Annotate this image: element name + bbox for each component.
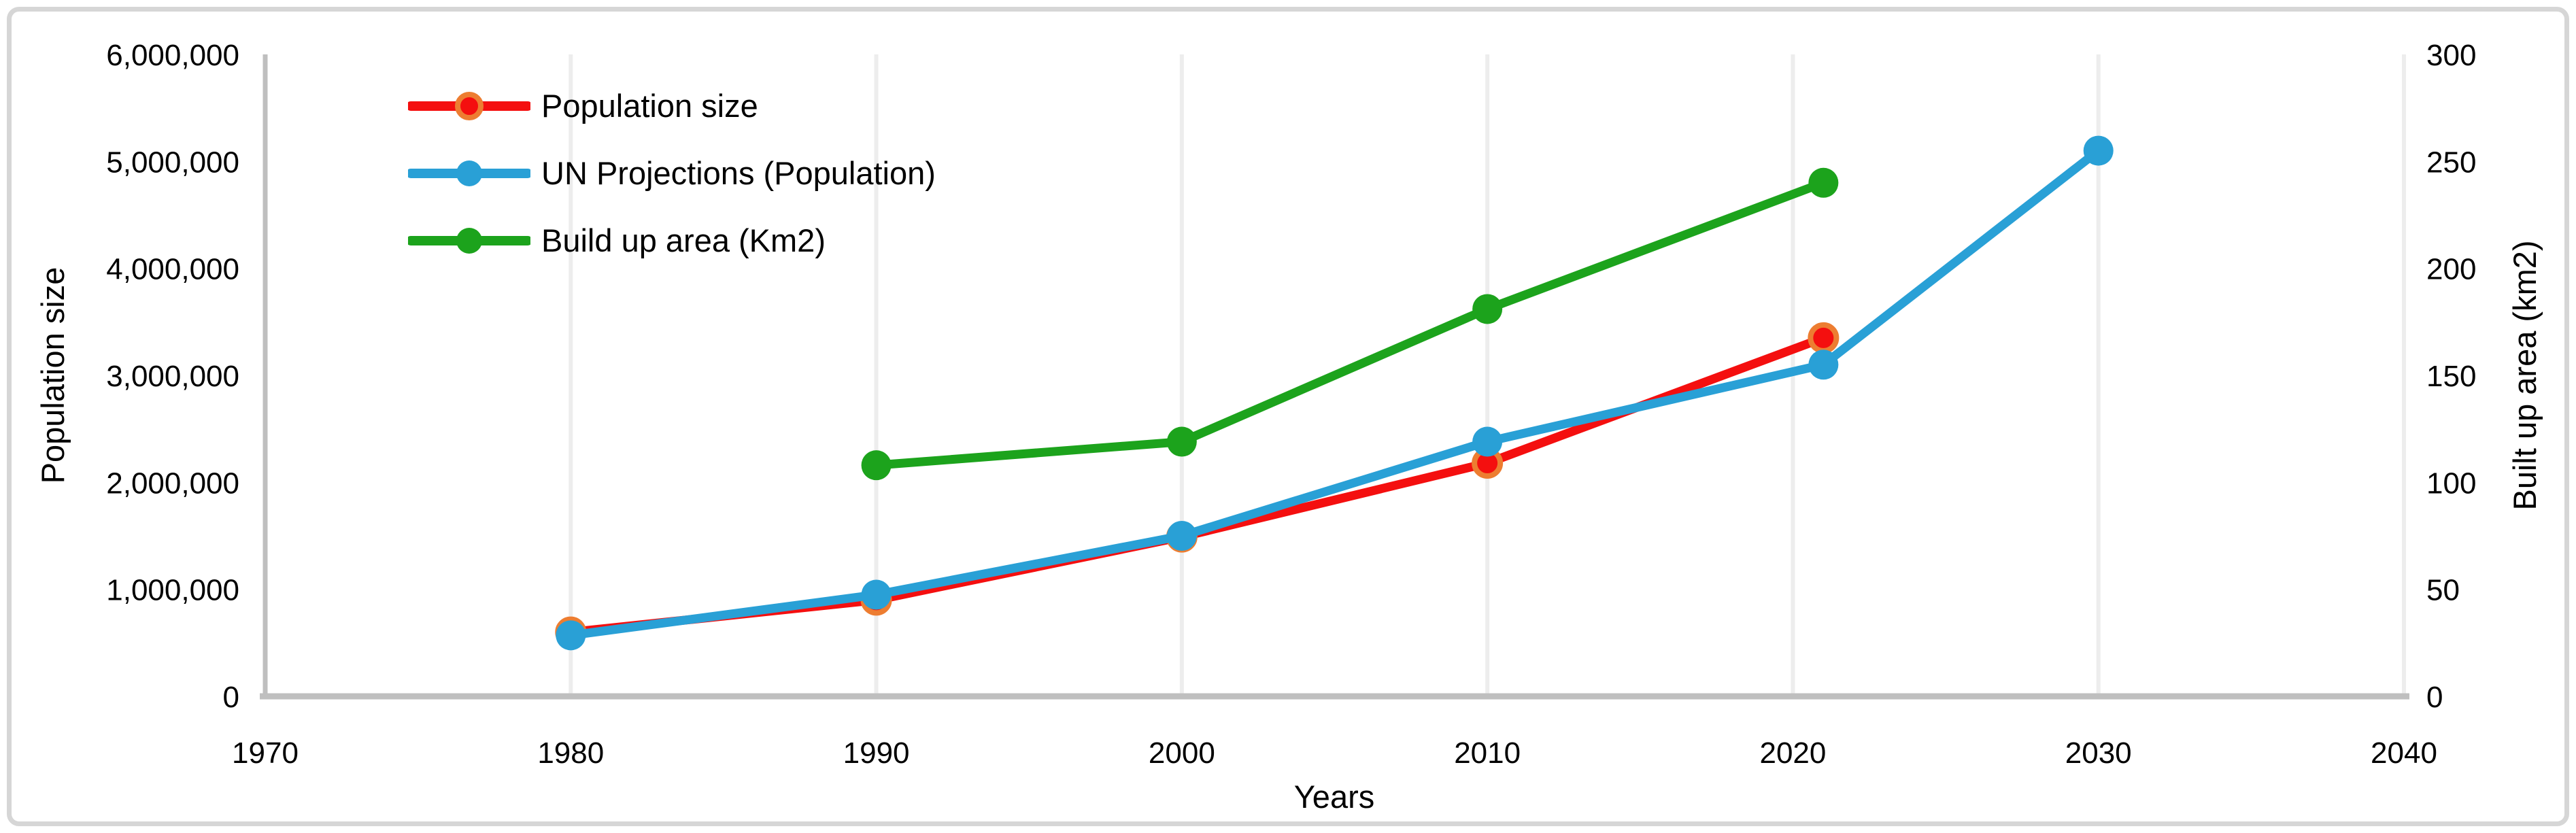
x-axis-tick-label: 1990: [843, 736, 910, 770]
legend-item-population-size: Population size: [408, 72, 936, 139]
x-axis-tick-label: 1980: [537, 736, 604, 770]
data-point-marker: [1808, 322, 1840, 354]
legend-label: Build up area (Km2): [541, 222, 826, 258]
left-axis-tick-label: 0: [223, 681, 239, 714]
right-axis-tick-label: 150: [2426, 360, 2476, 393]
legend-item-build-up-area: Build up area (Km2): [408, 207, 936, 274]
data-point-marker: [861, 579, 892, 610]
legend-swatch-un-projections-icon: [408, 160, 530, 186]
right-axis-tick-label: 200: [2426, 253, 2476, 286]
x-axis-tick-labels: 1970 1980 1990 2000 2010 2020 2030 2040: [232, 736, 2437, 770]
data-point-marker: [1472, 294, 1503, 324]
left-axis-tick-label: 3,000,000: [106, 360, 239, 393]
left-axis-tick-labels: 0 1,000,000 2,000,000 3,000,000 4,000,000 5,0…: [106, 39, 239, 714]
legend-label: UN Projections (Population): [541, 155, 936, 191]
right-axis-tick-label: 250: [2426, 146, 2476, 179]
right-axis-tick-label: 50: [2426, 574, 2460, 607]
data-point-marker: [861, 450, 892, 481]
x-axis-tick-label: 2020: [1759, 736, 1826, 770]
data-point-marker: [1166, 521, 1197, 551]
left-axis-tick-label: 1,000,000: [106, 574, 239, 607]
chart-card-border: [7, 7, 2569, 826]
right-axis-tick-label: 300: [2426, 39, 2476, 72]
right-axis-tick-labels: 0 50 100 150 200 250 300: [2426, 39, 2476, 714]
left-axis-title: Population size: [35, 267, 71, 484]
axis-lines: [260, 54, 2409, 700]
x-axis-title: Years: [1294, 779, 1374, 815]
x-axis-tick-label: 2040: [2371, 736, 2437, 770]
data-point-marker: [1472, 426, 1503, 457]
right-axis-title: Built up area (km2): [2507, 240, 2543, 510]
x-axis-tick-label: 2010: [1454, 736, 1521, 770]
data-point-marker: [1808, 350, 1839, 380]
legend-marker: [455, 91, 484, 120]
legend-swatch-build-up-area-icon: [408, 227, 530, 254]
series-line: [566, 333, 1828, 637]
x-axis-tick-label: 2000: [1149, 736, 1215, 770]
data-point-marker: [1166, 426, 1197, 457]
left-axis-tick-label: 4,000,000: [106, 253, 239, 286]
legend-label: Population size: [541, 88, 758, 124]
data-point-marker: [1808, 167, 1839, 198]
legend: Population size UN Projections (Populati…: [408, 72, 936, 274]
x-axis-tick-label: 1970: [232, 736, 299, 770]
legend-item-un-projections: UN Projections (Population): [408, 139, 936, 207]
data-point-marker: [556, 620, 586, 651]
left-axis-tick-label: 2,000,000: [106, 466, 239, 500]
legend-swatch-population-size-icon: [408, 91, 530, 120]
left-axis-tick-label: 5,000,000: [106, 146, 239, 179]
right-axis-tick-label: 100: [2426, 466, 2476, 500]
legend-marker: [456, 227, 482, 254]
series-line: [566, 146, 2103, 640]
right-axis-tick-label: 0: [2426, 681, 2443, 714]
left-axis-tick-label: 6,000,000: [106, 39, 239, 72]
series-line: [872, 178, 1828, 470]
data-point-marker: [2083, 135, 2114, 166]
legend-marker: [456, 160, 482, 186]
x-axis-tick-label: 2030: [2065, 736, 2132, 770]
series-lines: [555, 135, 2114, 651]
